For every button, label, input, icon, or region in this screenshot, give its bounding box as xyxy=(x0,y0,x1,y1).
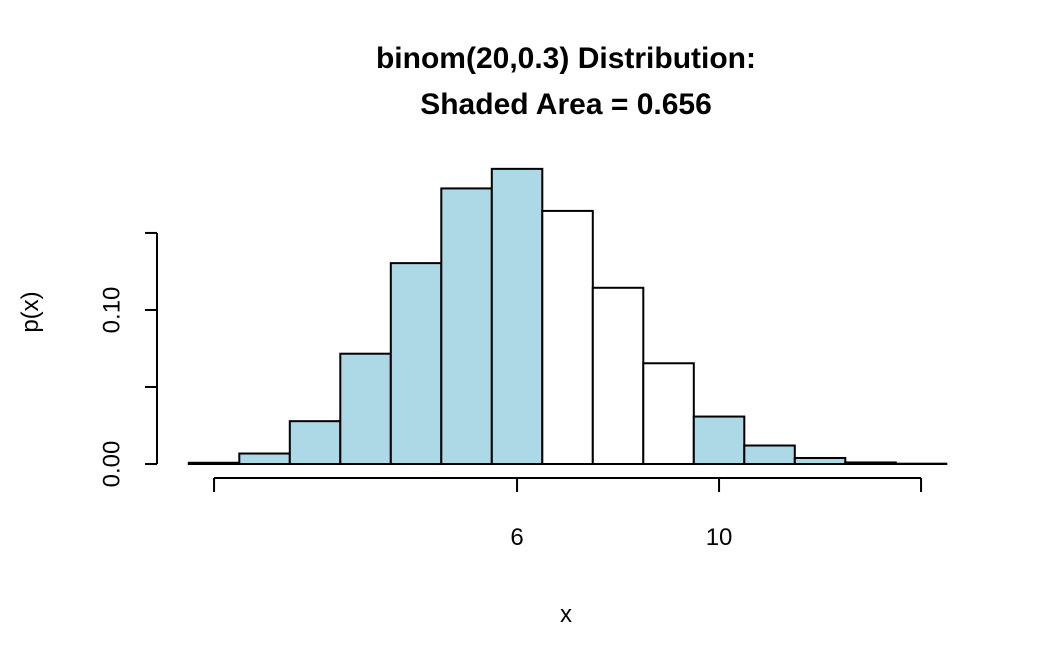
bar xyxy=(187,461,241,466)
bar xyxy=(238,452,291,465)
chart-title: Shaded Area = 0.656 xyxy=(420,88,712,121)
bar xyxy=(288,420,342,466)
y-tick-label: 0.00 xyxy=(98,441,125,488)
bar xyxy=(490,167,544,465)
x-tick-label: 10 xyxy=(706,524,733,551)
bar xyxy=(339,352,392,465)
bar xyxy=(440,187,493,465)
x-tick-label: 6 xyxy=(510,524,523,551)
bar xyxy=(591,286,645,466)
bar xyxy=(541,209,594,465)
bar xyxy=(844,461,897,465)
bar xyxy=(642,362,695,465)
y-axis-label: p(x) xyxy=(17,291,44,332)
bar xyxy=(692,415,746,465)
bar xyxy=(793,456,847,465)
y-tick-label: 0.10 xyxy=(98,287,125,334)
x-axis-label: x xyxy=(560,601,572,628)
bar xyxy=(389,262,443,465)
chart-title: binom(20,0.3) Distribution: xyxy=(376,42,756,75)
bar xyxy=(743,444,796,465)
